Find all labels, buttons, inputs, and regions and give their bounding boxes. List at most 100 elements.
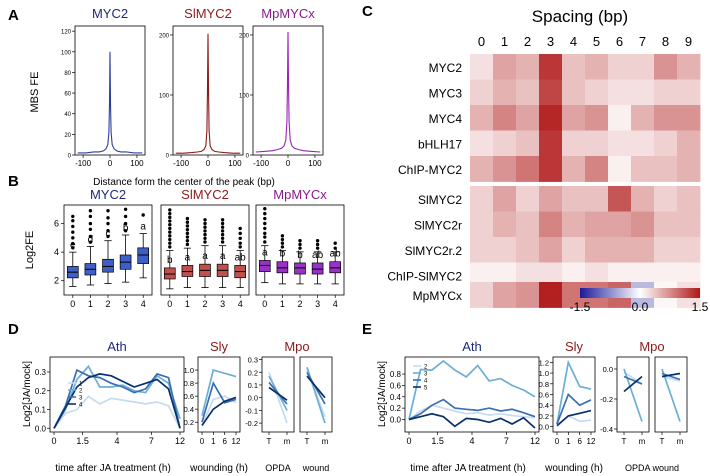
b-outlier-point <box>203 229 207 233</box>
c-heatmap-cell <box>654 130 678 157</box>
a-subplot-title-2: MpMYCx <box>261 6 315 21</box>
e-sly-x-axis-label: wounding (h) <box>544 463 603 474</box>
c-colorbar-tick-label: 0.0 <box>632 300 649 314</box>
c-colorbar <box>580 288 700 298</box>
b-outlier-point <box>168 226 172 231</box>
b-box <box>311 262 324 275</box>
b-outlier-point <box>168 208 172 212</box>
d-ath-x-tick-label: 0 <box>51 436 56 446</box>
d-sly-y-tick-label: 0.2 <box>184 418 194 427</box>
d-sly-y-tick-label: 0.4 <box>184 405 194 414</box>
c-colorbar-tick-label: -1.5 <box>570 300 591 314</box>
c-heatmap-cell <box>470 262 494 289</box>
b-outlier-point <box>315 246 320 250</box>
b-y-tick-label: 4 <box>54 247 59 257</box>
b-outlier-point <box>88 227 93 231</box>
a-x-tick-label: 100 <box>130 159 144 168</box>
b-y-tick-label: 2 <box>54 276 59 286</box>
c-heatmap-cell <box>493 54 517 80</box>
c-column-label: 1 <box>501 34 508 49</box>
b-outlier-point <box>88 234 93 239</box>
b-significance-letter: a <box>185 252 191 263</box>
b-box <box>102 258 114 273</box>
b-outlier-point <box>238 245 242 249</box>
b-x-tick-label: 4 <box>238 299 243 309</box>
b-outlier-point <box>168 215 172 220</box>
c-heatmap-cell <box>608 237 632 263</box>
b-outlier-point <box>315 239 320 243</box>
b-outlier-point <box>298 239 302 243</box>
a-y-tick-label: 20 <box>64 133 71 139</box>
d-sly-series-line-3 <box>201 396 237 426</box>
c-heatmap-cell <box>539 54 563 80</box>
c-heatmap-cell <box>585 237 609 263</box>
c-heatmap-cell <box>470 211 494 238</box>
e-sly-y-tick-label: 0.0 <box>539 423 549 432</box>
d-legend-label: 4 <box>79 403 83 409</box>
d-ath-series-line-0 <box>53 395 181 429</box>
b-significance-letter: ab <box>330 249 342 260</box>
c-heatmap-cell <box>470 237 494 263</box>
a-x-tick-label: -100 <box>253 159 270 168</box>
b-x-tick-label: 1 <box>185 299 190 309</box>
e-sly-series-line-2 <box>556 393 592 425</box>
c-heatmap-cell <box>585 156 609 182</box>
b-significance-letter: a <box>220 251 226 262</box>
b-outlier-point <box>71 230 75 234</box>
b-outlier-point <box>220 218 225 222</box>
b-x-tick-label: 0 <box>167 299 172 309</box>
d-mpo-frame-1 <box>299 356 333 433</box>
a-x-tick-label: 100 <box>308 159 322 168</box>
c-heatmap-cell <box>493 211 517 238</box>
c-heatmap-cell <box>677 54 701 80</box>
b-outlier-point <box>123 221 128 226</box>
d-mpo-frame-0 <box>261 356 295 433</box>
c-heatmap-cell <box>654 54 678 80</box>
c-heatmap-cell <box>516 262 540 289</box>
c-heatmap-cell <box>562 54 586 80</box>
b-outlier-point <box>280 237 285 242</box>
b-significance-letter: b <box>123 223 129 234</box>
c-column-label: 9 <box>685 34 692 49</box>
b-outlier-point <box>106 221 110 226</box>
d-ath-x-tick-label: 4 <box>114 436 119 446</box>
c-heatmap-title: Spacing (bp) <box>532 7 628 26</box>
b-significance-letter: ab <box>312 250 324 261</box>
b-outlier-point <box>88 214 93 219</box>
b-box <box>163 267 176 280</box>
c-heatmap-cell <box>470 130 494 157</box>
c-heatmap-cell <box>516 186 540 212</box>
e-ath-x-tick-label: 0 <box>406 436 411 446</box>
b-outlier-point <box>263 231 267 236</box>
c-heatmap-cell <box>516 105 540 131</box>
c-heatmap-cell <box>516 237 540 263</box>
c-column-label: 6 <box>616 34 623 49</box>
c-heatmap-cell <box>516 130 540 157</box>
b-outlier-point <box>263 226 267 231</box>
e-mpo-x-axis-label: OPDA wound <box>625 463 679 473</box>
d-ath-x-tick-label: 12 <box>175 436 185 446</box>
c-heatmap-cell <box>631 156 655 182</box>
b-outlier-point <box>298 246 302 250</box>
b-outlier-point <box>238 236 242 240</box>
c-heatmap-cell <box>539 262 563 289</box>
c-heatmap-cell <box>677 237 701 263</box>
c-heatmap-cell <box>516 79 540 106</box>
b-x-tick-label: 1 <box>280 299 285 309</box>
b-y-axis-label: Log2FE <box>24 231 36 270</box>
d-sly-x-tick-label: 12 <box>232 437 241 446</box>
c-row-label: MYC3 <box>429 86 463 100</box>
panel-label-b: B <box>8 173 19 190</box>
e-ath-y-tick-label: 0.4 <box>390 393 402 402</box>
d-mpo-x-tick-label: m <box>284 437 291 446</box>
b-outlier-point <box>263 221 267 226</box>
c-heatmap-cell <box>631 211 655 238</box>
d-ath-frame <box>49 356 185 433</box>
b-outlier-point <box>71 241 75 246</box>
a-y-tick-label: 60 <box>64 92 71 98</box>
a-y-tick-label: 0 <box>166 154 170 160</box>
b-outlier-point <box>263 206 267 211</box>
a-y-tick-label: 200 <box>159 34 170 40</box>
c-heatmap-cell <box>562 211 586 238</box>
c-heatmap-cell <box>493 282 517 308</box>
